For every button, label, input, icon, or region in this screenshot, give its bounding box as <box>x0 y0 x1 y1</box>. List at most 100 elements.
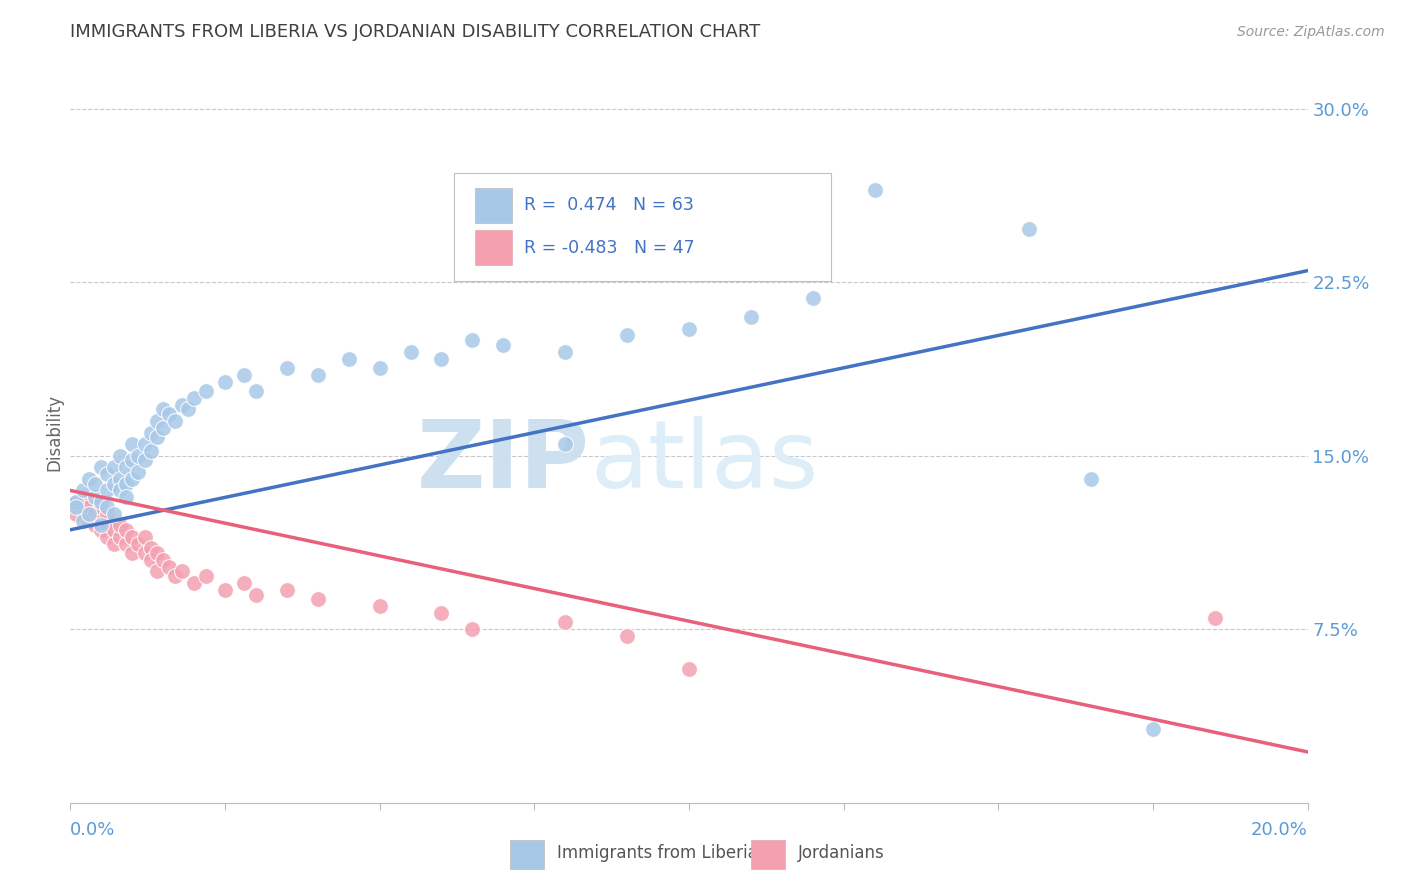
Point <box>276 360 298 375</box>
Point <box>115 523 138 537</box>
Point <box>554 615 576 630</box>
Point <box>90 495 112 509</box>
Text: ZIP: ZIP <box>418 417 591 508</box>
Point <box>152 421 174 435</box>
Point <box>616 629 638 643</box>
Point <box>115 491 138 505</box>
Text: Source: ZipAtlas.com: Source: ZipAtlas.com <box>1237 25 1385 39</box>
Point <box>146 414 169 428</box>
Point <box>115 460 138 475</box>
Point <box>96 500 118 514</box>
Point <box>430 351 453 366</box>
Point <box>121 472 143 486</box>
Point <box>108 530 131 544</box>
Point <box>108 483 131 498</box>
Point <box>616 328 638 343</box>
Point <box>276 582 298 597</box>
Point <box>165 414 187 428</box>
Point <box>134 530 156 544</box>
Point <box>183 576 205 591</box>
Point <box>678 662 700 676</box>
Point <box>77 514 100 528</box>
Point <box>103 460 125 475</box>
Point <box>96 507 118 521</box>
Point <box>678 321 700 335</box>
FancyBboxPatch shape <box>751 840 786 870</box>
Point <box>84 518 107 533</box>
Point <box>108 518 131 533</box>
Point <box>65 507 87 521</box>
Point <box>134 437 156 451</box>
Point <box>96 518 118 533</box>
Point <box>72 491 94 505</box>
Point <box>1204 610 1226 624</box>
Point <box>195 384 218 398</box>
Point <box>84 476 107 491</box>
Point <box>157 407 180 421</box>
Point <box>127 536 149 550</box>
Point <box>90 518 112 533</box>
Point <box>115 476 138 491</box>
Point <box>121 437 143 451</box>
Point <box>740 310 762 324</box>
Point <box>245 588 267 602</box>
Point <box>65 495 87 509</box>
Point <box>307 368 329 382</box>
Text: R = -0.483   N = 47: R = -0.483 N = 47 <box>524 238 695 257</box>
Point <box>183 391 205 405</box>
Point <box>146 565 169 579</box>
Point <box>152 553 174 567</box>
Point <box>72 483 94 498</box>
Point <box>134 453 156 467</box>
Point <box>72 500 94 514</box>
Point <box>103 536 125 550</box>
Point <box>90 460 112 475</box>
Point <box>121 453 143 467</box>
Point <box>84 491 107 505</box>
Point <box>146 430 169 444</box>
FancyBboxPatch shape <box>509 840 544 870</box>
FancyBboxPatch shape <box>475 187 512 223</box>
Point <box>90 523 112 537</box>
Point <box>214 375 236 389</box>
Point <box>121 530 143 544</box>
Point <box>139 541 162 556</box>
Point <box>127 465 149 479</box>
Point <box>177 402 200 417</box>
Point <box>139 425 162 440</box>
Point <box>170 398 193 412</box>
Point <box>245 384 267 398</box>
Point <box>134 546 156 560</box>
Y-axis label: Disability: Disability <box>45 394 63 471</box>
Point <box>399 344 422 359</box>
Point <box>65 495 87 509</box>
Text: Jordanians: Jordanians <box>797 844 884 863</box>
Point <box>96 530 118 544</box>
Point <box>232 368 254 382</box>
Point <box>103 507 125 521</box>
Point <box>554 344 576 359</box>
Point <box>127 449 149 463</box>
Point <box>121 546 143 560</box>
Point <box>801 292 824 306</box>
Point <box>108 472 131 486</box>
Point <box>96 467 118 482</box>
Point <box>214 582 236 597</box>
Point <box>461 622 484 636</box>
Point <box>103 523 125 537</box>
Text: atlas: atlas <box>591 417 818 508</box>
Point <box>77 472 100 486</box>
Point <box>84 507 107 521</box>
Text: R =  0.474   N = 63: R = 0.474 N = 63 <box>524 196 695 214</box>
Text: 0.0%: 0.0% <box>70 822 115 839</box>
Point <box>108 449 131 463</box>
Point <box>461 333 484 347</box>
Point <box>152 402 174 417</box>
Point <box>170 565 193 579</box>
Text: IMMIGRANTS FROM LIBERIA VS JORDANIAN DISABILITY CORRELATION CHART: IMMIGRANTS FROM LIBERIA VS JORDANIAN DIS… <box>70 23 761 41</box>
Point <box>77 507 100 521</box>
Point <box>368 360 391 375</box>
Point <box>165 569 187 583</box>
Point <box>1018 222 1040 236</box>
Point <box>90 514 112 528</box>
